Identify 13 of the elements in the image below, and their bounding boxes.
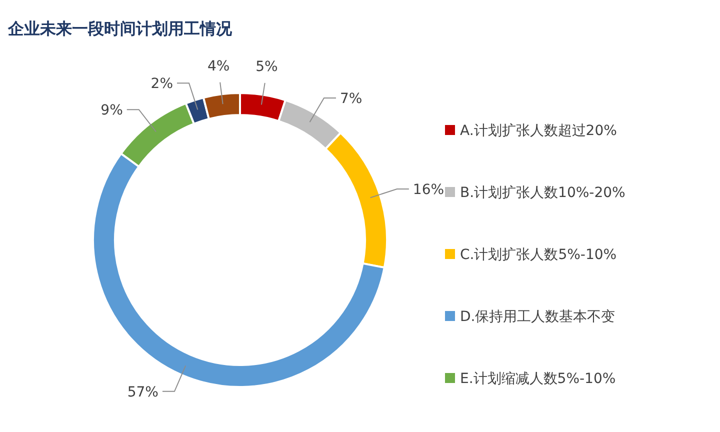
data-label: 16% [412,182,444,198]
data-label: 2% [150,76,174,92]
chart-title: 企业未来一段时间计划用工情况 [7,19,233,38]
legend-label: E.计划缩减人数5%-10% [460,370,616,387]
data-label: 9% [100,102,123,119]
legend-label: B.计划扩张人数10%-20% [460,184,626,201]
data-label: 5% [256,59,278,76]
data-label: 4% [207,58,230,74]
legend-label: C.计划扩张人数5%-10% [460,246,617,263]
legend-label: D.保持用工人数基本不变 [460,308,616,325]
legend-label: A.计划扩张人数超过20% [460,122,617,139]
data-label: 57% [127,384,158,400]
data-label: 7% [340,90,362,107]
